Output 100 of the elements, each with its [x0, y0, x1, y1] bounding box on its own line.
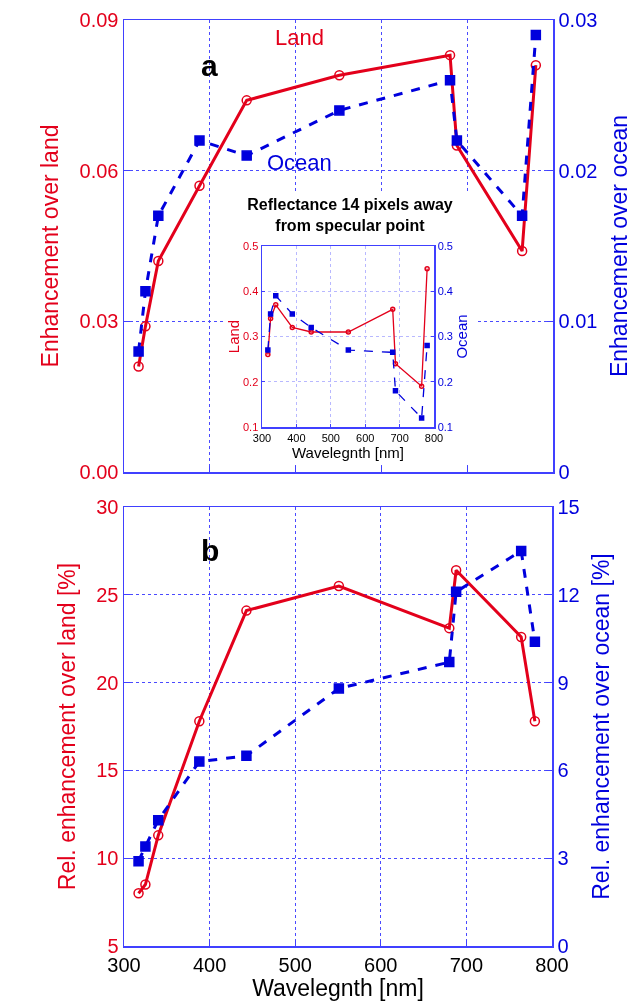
chart-title: Reflectance 14 pixels away from specular point [246, 195, 454, 236]
point [515, 631, 527, 643]
y2-tick-label: 6 [557, 759, 569, 782]
point [424, 342, 430, 349]
point [418, 415, 425, 421]
point [152, 814, 164, 826]
point [194, 180, 205, 191]
point [444, 49, 456, 61]
y2-axis-title: Rel. enhancement over ocean [%] [588, 553, 615, 900]
point [451, 135, 463, 146]
y2-tick-label: 0.5 [437, 239, 453, 252]
x-tick-label: 400 [192, 953, 227, 976]
point [444, 622, 455, 634]
y-tick-label: 0.06 [79, 159, 119, 182]
y2-tick-label: 0.01 [558, 310, 598, 333]
point [389, 306, 396, 313]
y2-tick-label: 15 [557, 496, 580, 518]
x-tick-label: 500 [321, 431, 340, 444]
point [333, 580, 345, 592]
point [333, 683, 345, 694]
point [529, 636, 541, 647]
point [140, 879, 151, 890]
point [515, 545, 527, 557]
point [241, 605, 252, 616]
y-tick-label: 20 [96, 671, 119, 694]
y2-tick-label: 12 [557, 583, 580, 606]
point [289, 311, 296, 317]
point [133, 855, 144, 867]
point [529, 715, 541, 727]
y-tick-label: 0.4 [243, 285, 259, 298]
y2-tick-label: 0.3 [437, 330, 453, 343]
x-tick-label: 800 [424, 431, 444, 444]
x-tick-label: 400 [287, 431, 306, 444]
point [444, 75, 456, 86]
y-tick-label: 25 [96, 583, 119, 606]
point [450, 586, 462, 598]
point [241, 150, 252, 161]
point [194, 756, 205, 767]
y2-tick-label: 0.1 [437, 420, 453, 433]
y-tick-label: 0.09 [79, 9, 119, 31]
x-axis-title: Wavelegnth [nm] [292, 443, 404, 461]
y-axis-title: Land [225, 319, 242, 354]
x-tick-label: 700 [449, 953, 484, 976]
y2-tick-label: 0.4 [437, 285, 453, 298]
point [530, 29, 542, 41]
point [140, 321, 151, 332]
point [140, 841, 151, 852]
x-tick-label: 600 [364, 953, 398, 976]
y2-tick-label: 0.2 [437, 375, 453, 388]
y-tick-label: 0.3 [243, 330, 259, 343]
y-tick-label: 15 [96, 759, 119, 782]
point [345, 329, 352, 335]
point [194, 715, 205, 727]
y-axis-title: Rel. enhancement over land [%] [53, 562, 80, 891]
y2-tick-label: 3 [557, 847, 569, 870]
point [418, 383, 425, 390]
y-tick-label: 30 [96, 496, 119, 518]
annotation: a [201, 49, 218, 82]
y-tick-label: 10 [96, 847, 119, 870]
point [273, 302, 279, 308]
y2-tick-label: 0.02 [558, 159, 598, 182]
point [153, 210, 164, 222]
series-label: Land [275, 25, 324, 50]
point [241, 750, 252, 762]
y-axis-title: Enhancement over land [37, 124, 64, 368]
point [152, 830, 164, 841]
y-tick-label: 0.00 [79, 461, 119, 483]
point [444, 656, 455, 668]
x-tick-label: 300 [252, 431, 272, 444]
point [133, 361, 144, 372]
y2-tick-label: 0 [558, 461, 570, 483]
y-tick-label: 0.5 [243, 239, 259, 252]
series-label: Ocean [267, 150, 332, 175]
point [289, 324, 296, 331]
point [424, 265, 430, 272]
point [241, 95, 252, 106]
point [516, 245, 528, 257]
y-tick-label: 0.1 [243, 420, 259, 433]
y-tick-label: 0.2 [243, 375, 259, 388]
y-tick-label: 0.03 [79, 310, 119, 333]
x-axis-title: Wavelegnth [nm] [252, 975, 424, 1002]
point [267, 311, 274, 317]
point [194, 135, 205, 146]
point [273, 293, 279, 299]
point [345, 347, 352, 353]
x-tick-label: 700 [390, 431, 409, 444]
point [140, 285, 151, 297]
x-tick-label: 500 [278, 953, 312, 976]
point [334, 105, 345, 116]
x-tick-label: 600 [356, 431, 375, 444]
point [516, 210, 528, 222]
y2-tick-label: 0.03 [558, 9, 598, 31]
y2-axis-title: Enhancement over ocean [605, 114, 632, 378]
point [450, 564, 462, 576]
point [308, 329, 314, 335]
point [308, 324, 314, 331]
y2-tick-label: 9 [557, 671, 569, 694]
y2-axis-title: Ocean [453, 314, 470, 359]
point [334, 69, 345, 81]
point [133, 888, 144, 899]
